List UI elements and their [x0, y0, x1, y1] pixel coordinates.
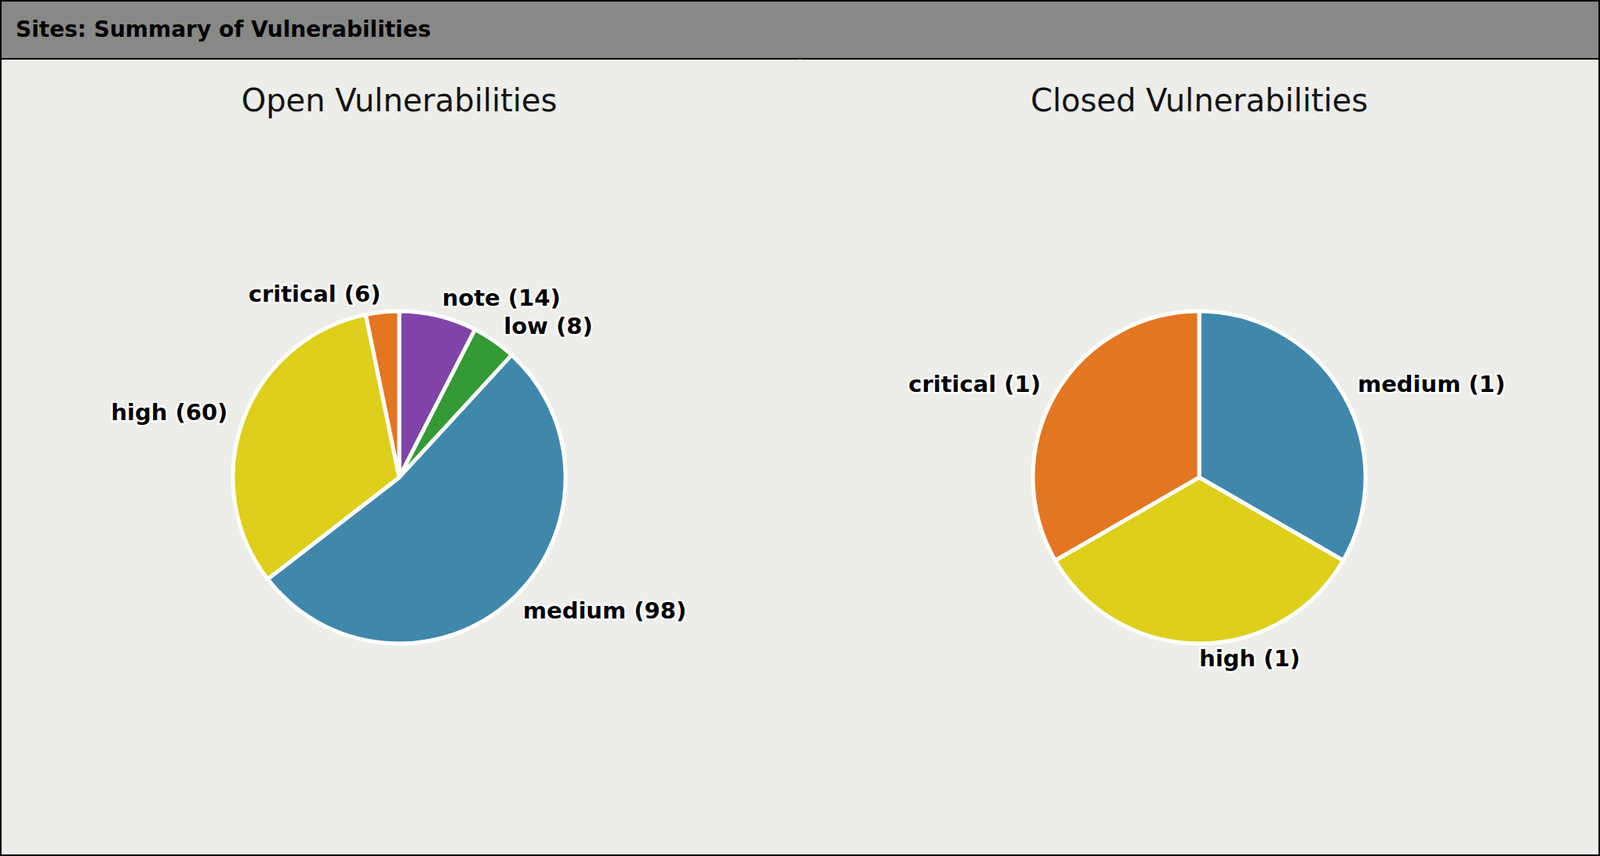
pie-slice — [365, 311, 400, 478]
page: Sites: Summary of Vulnerabilities Open Vu… — [0, 0, 1600, 856]
slice-label: high (1) — [1199, 645, 1301, 673]
slice-label: note (14) — [442, 284, 561, 312]
slice-label: high (60) — [110, 399, 228, 426]
slice-label: medium (98) — [523, 597, 687, 625]
chart-panel: Open Vulnerabilities note (14)low (8) medi… — [110, 82, 687, 644]
slice-label: medium (1) — [1357, 370, 1506, 398]
slice-label: critical (6) — [248, 280, 382, 308]
header-title: Sites: Summary of Vulnerabilities — [15, 16, 431, 43]
pie-slice — [1032, 311, 1200, 561]
slice-label: critical (1) — [908, 370, 1041, 398]
chart-title: Open Vulnerabilities — [241, 82, 558, 119]
header-bar — [0, 0, 1600, 59]
frame — [0, 0, 1600, 856]
slice-labels: medium (1) high (1) critical (1) — [908, 370, 1506, 673]
slice-label: low (8) — [503, 312, 593, 340]
slices — [232, 311, 566, 644]
slice-labels: note (14)low (8) medium (98) high (60) crit… — [110, 280, 687, 625]
chart-panel: Closed Vulnerabilities medium (1) high (1)… — [800, 58, 1506, 855]
panel-divider — [800, 58, 801, 855]
slices — [1032, 311, 1366, 644]
chart-title: Closed Vulnerabilities — [1030, 82, 1368, 119]
